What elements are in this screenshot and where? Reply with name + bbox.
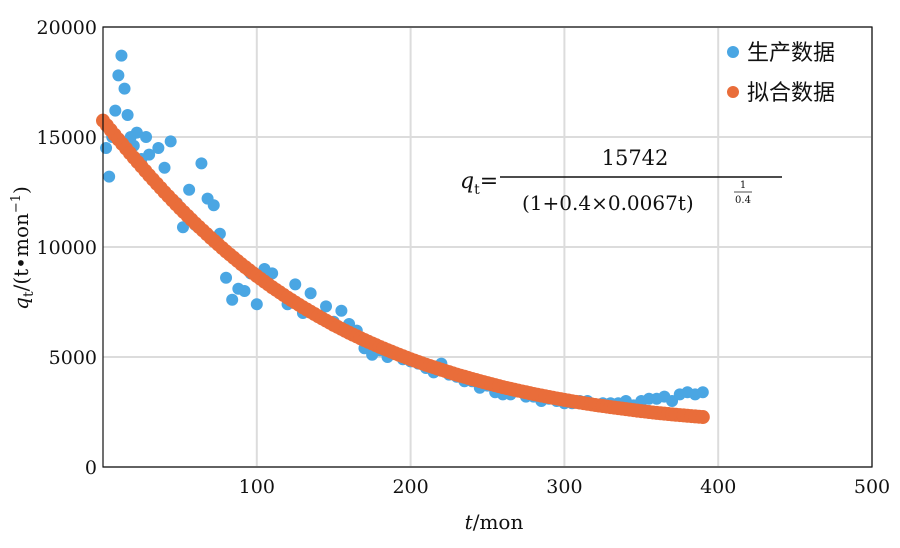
formula-exponent-den: 0.4 <box>735 195 751 206</box>
point-production <box>220 271 233 284</box>
point-production <box>158 161 171 174</box>
point-production <box>195 157 208 170</box>
y-tick-label: 20000 <box>37 17 97 39</box>
point-production <box>335 304 348 317</box>
formula-lhs: qt= <box>460 169 498 198</box>
legend-label-production: 生产数据 <box>747 41 835 66</box>
formula-numerator: 15742 <box>602 146 669 170</box>
y-axis-unit: /(t•mon <box>9 213 33 291</box>
point-production <box>143 148 156 161</box>
y-axis-unit-close: ) <box>9 186 33 194</box>
point-production <box>112 69 125 82</box>
y-axis-sup: −1 <box>9 194 24 213</box>
plot-area <box>96 49 710 425</box>
plot-frame <box>102 26 873 468</box>
legend-label-fit: 拟合数据 <box>747 81 835 106</box>
point-production <box>109 104 122 117</box>
legend-marker-production <box>727 46 739 58</box>
x-axis-label: t/mon <box>465 510 524 534</box>
point-production <box>226 293 239 306</box>
point-production <box>207 199 220 212</box>
point-production <box>103 170 116 183</box>
y-axis-label: qt/(t•mon−1) <box>9 186 37 310</box>
x-tick-label: 300 <box>546 476 582 498</box>
point-production <box>164 135 177 148</box>
point-production <box>121 109 134 121</box>
legend: 生产数据 拟合数据 <box>727 41 835 106</box>
point-production <box>115 49 128 62</box>
x-tick-label: 500 <box>854 476 890 498</box>
y-tick-label: 5000 <box>49 347 97 369</box>
y-tick-label: 10000 <box>37 237 97 259</box>
series-fit <box>96 113 710 425</box>
y-axis-sub: t <box>21 291 37 297</box>
point-fit <box>695 410 710 425</box>
legend-marker-fit <box>727 86 739 98</box>
y-tick-label: 0 <box>85 457 97 479</box>
point-production <box>100 142 113 154</box>
formula-denominator: (1+0.4×0.0067t) <box>522 191 694 215</box>
point-production <box>304 287 317 300</box>
point-production <box>320 300 333 313</box>
point-production <box>183 183 196 196</box>
point-production <box>118 82 131 95</box>
x-tick-label: 200 <box>392 476 428 498</box>
x-tick-label: 100 <box>239 476 275 498</box>
x-axis-var: t <box>465 510 474 534</box>
point-production <box>266 267 279 280</box>
point-production <box>250 298 263 311</box>
y-axis-var: q <box>9 297 33 310</box>
point-production <box>176 221 189 234</box>
formula-annotation: qt= 15742 (1+0.4×0.0067t) 1 0.4 <box>460 146 782 215</box>
point-production <box>152 142 165 154</box>
point-production <box>140 131 153 143</box>
point-production <box>130 126 143 139</box>
x-axis-unit: /mon <box>473 510 524 534</box>
point-production <box>238 285 251 297</box>
formula-exponent-num: 1 <box>740 180 746 191</box>
point-production <box>696 386 709 399</box>
point-production <box>289 278 302 291</box>
x-tick-label: 400 <box>700 476 736 498</box>
y-tick-label: 15000 <box>37 127 97 149</box>
